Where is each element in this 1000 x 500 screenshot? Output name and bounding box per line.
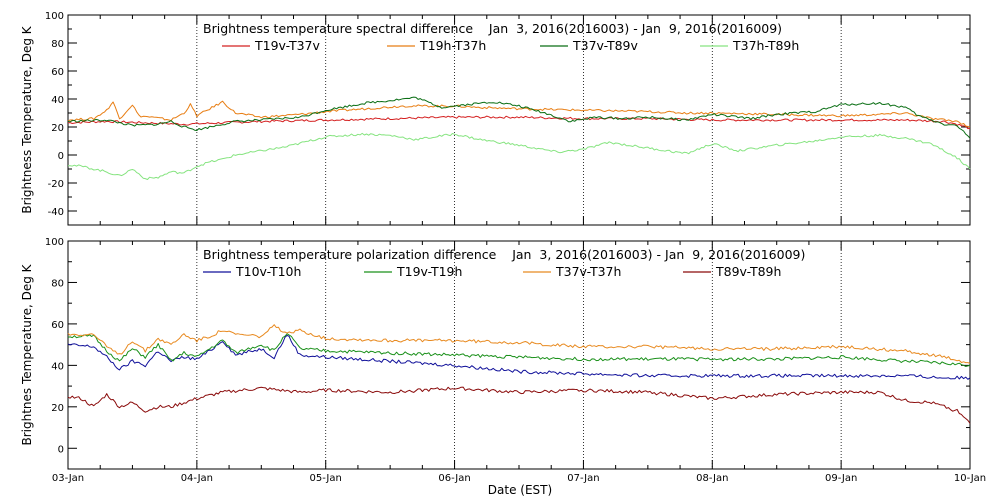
y-axis-label: Brightnes Temperature, Deg K	[20, 263, 34, 445]
y-tick-label: 40	[51, 95, 64, 106]
x-tick-label: 10-Jan	[954, 473, 986, 484]
series-line-t37v-t89v	[67, 96, 971, 139]
x-tick-label: 09-Jan	[825, 473, 857, 484]
series-line-t89v-t89h	[67, 386, 971, 424]
plot-frame	[67, 240, 971, 470]
series-line-t19h-t37h	[67, 100, 971, 128]
y-tick-label: 40	[51, 361, 64, 372]
legend-label: T10v-T10h	[235, 264, 301, 279]
y-axis-label: Brightness Temperature, Deg K	[20, 25, 34, 213]
y-tick-label: 0	[58, 444, 64, 455]
y-tick-label: -40	[48, 207, 64, 218]
y-tick-label: -20	[48, 179, 64, 190]
x-tick-label: 04-Jan	[181, 473, 213, 484]
series-line-t10v-t10h	[67, 334, 971, 380]
legend-label: T19v-T37v	[254, 38, 321, 53]
x-axis-label: Date (EST)	[488, 483, 552, 497]
legend-label: T37v-T37h	[555, 264, 621, 279]
polarization-difference-panel: 0 20 40 60 80 100 Brightnes Temperature, Deg K…	[20, 237, 971, 470]
date-axis: 03-Jan 04-Jan 05-Jan 06-Jan 07-Jan 08-Jan 09-J…	[52, 473, 986, 484]
x-tick-label: 07-Jan	[567, 473, 599, 484]
y-tick-label: 80	[51, 39, 64, 50]
x-tick-label: 05-Jan	[310, 473, 342, 484]
legend-label: T37h-T89h	[732, 38, 799, 53]
series-line-t19v-t19h	[67, 333, 971, 367]
y-tick-label: 100	[45, 11, 64, 22]
y-tick-label: 20	[51, 123, 64, 134]
x-tick-label: 08-Jan	[696, 473, 728, 484]
y-tick-label: 80	[51, 278, 64, 289]
legend-label: T89v-T89h	[715, 264, 781, 279]
x-tick-label: 03-Jan	[52, 473, 84, 484]
legend-label: T19h-T37h	[419, 38, 486, 53]
y-tick-label: 60	[51, 320, 64, 331]
chart-title: Brightness temperature polarization diff…	[203, 247, 805, 262]
y-tick-label: 60	[51, 67, 64, 78]
y-tick-label: 20	[51, 403, 64, 414]
series-line-t19v-t37v	[67, 115, 971, 130]
legend-label: T37v-T89v	[572, 38, 639, 53]
y-tick-label: 100	[45, 237, 64, 248]
x-tick-label: 06-Jan	[438, 473, 470, 484]
series-line-t37v-t37h	[67, 324, 971, 364]
spectral-difference-panel: -40 -20 0 20 40 60 80 100 Brightness Temperature…	[20, 11, 971, 226]
plot-frame	[67, 14, 971, 226]
series-line-t37h-t89h	[68, 132, 971, 180]
y-tick-label: 0	[58, 151, 64, 162]
chart-title: Brightness temperature spectral differen…	[203, 21, 782, 36]
legend-label: T19v-T19h	[396, 264, 462, 279]
